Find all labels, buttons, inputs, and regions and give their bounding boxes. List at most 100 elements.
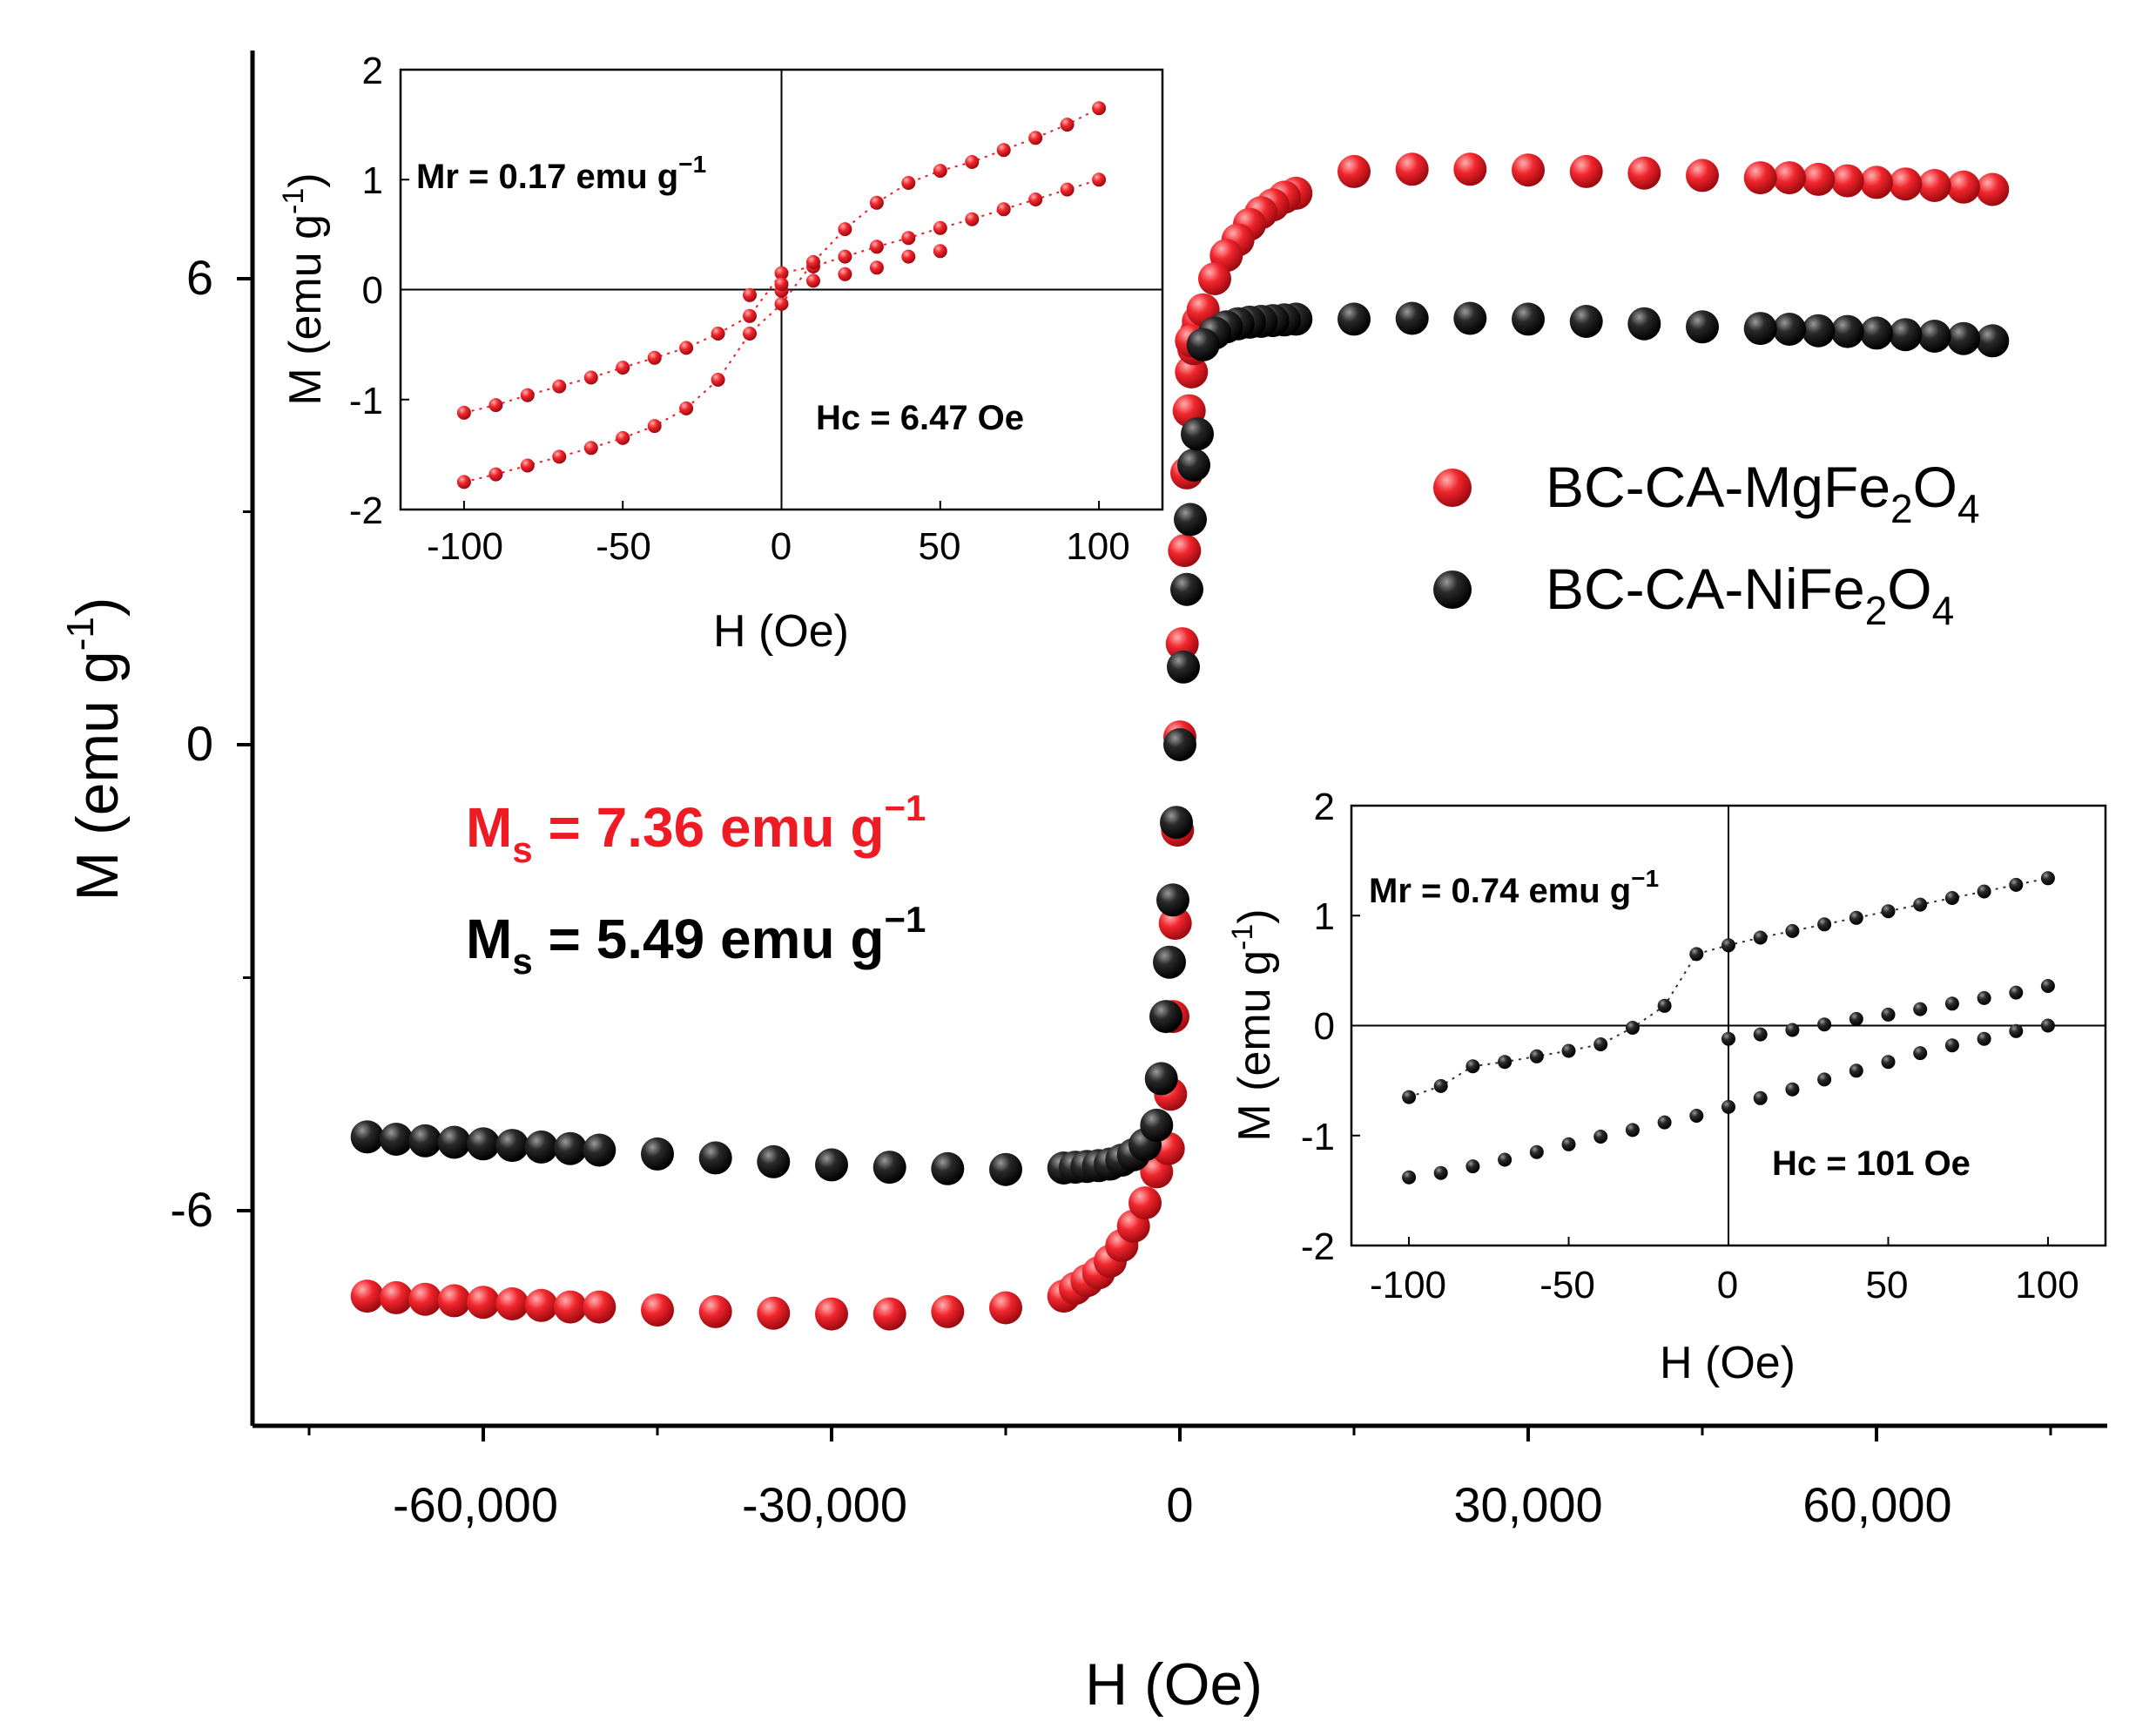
main-point-mg (554, 1290, 587, 1324)
main-point-ni (437, 1125, 471, 1159)
inset-ni-point (1817, 917, 1832, 932)
main-point-ni (554, 1131, 587, 1165)
main-point-mg (1947, 170, 1980, 204)
inset-mg-point (456, 475, 471, 489)
inset-ni-x-tick-label: -50 (1540, 1264, 1595, 1306)
inset-ni-point (1657, 1115, 1672, 1130)
inset-mg-point (901, 249, 916, 264)
inset-mg-x-tick-label: 50 (919, 525, 961, 568)
inset-mg-point (1092, 101, 1107, 116)
inset-ni-point (1529, 1144, 1544, 1159)
inset-ni-point (1817, 1072, 1832, 1087)
inset-mg-point (679, 401, 694, 415)
inset-mg-y-tick-label: 0 (362, 269, 383, 312)
inset-ni-point (1785, 1023, 1800, 1037)
inset-mg-point (616, 430, 630, 445)
main-point-ni (1830, 314, 1864, 348)
main-point-mg (757, 1296, 791, 1330)
inset-ni-point (1465, 1059, 1480, 1074)
main-point-mg (1889, 167, 1923, 201)
main-plot: -60,000 -30,000 0 30,000 60,000 -6 0 6 H… (59, 51, 2107, 1718)
main-point-mg (437, 1284, 471, 1318)
main-point-ni (1627, 307, 1661, 341)
inset-ni-x-tick-label: 50 (1866, 1264, 1909, 1306)
inset-mg-content (401, 69, 1162, 510)
inset-mg-point (456, 405, 471, 420)
inset-ni-x-tick-label: 0 (1717, 1264, 1738, 1306)
inset-mg-point (520, 458, 535, 473)
main-point-mg (1165, 627, 1199, 661)
main-point-ni (698, 1141, 732, 1175)
main-point-ni (1337, 302, 1371, 336)
inset-mg-y-axis-title: M (emu g-1) (277, 172, 331, 405)
main-point-ni (1167, 650, 1200, 684)
inset-mg-point (488, 398, 503, 413)
main-point-ni (1153, 945, 1186, 979)
main-point-mg (1686, 159, 1719, 192)
inset-ni-point (1529, 1049, 1544, 1063)
main-point-ni (931, 1151, 965, 1185)
inset-ni-point (1721, 938, 1735, 953)
main-point-ni (1174, 503, 1207, 537)
inset-ni-point (1944, 1038, 1959, 1053)
main-x-tick-label: -30,000 (742, 1477, 907, 1532)
main-point-ni (350, 1120, 384, 1154)
inset-ni-x-tick-label: -100 (1370, 1264, 1446, 1306)
main-point-ni (1512, 302, 1545, 336)
inset-mg-point (647, 350, 662, 365)
inset-mg-point (901, 176, 916, 190)
main-point-ni (1569, 305, 1603, 338)
main-point-mg (1976, 172, 2010, 206)
inset-mg-plot: -100 -50 0 50 100 -2 -1 0 1 2 H (Oe) M (… (277, 50, 1164, 657)
main-point-mg (380, 1280, 413, 1314)
inset-ni-point (2009, 1023, 2024, 1038)
main-point-mg (1627, 156, 1661, 190)
ms-annotation-mg: Ms = 7.36 emu g−1 (466, 787, 926, 870)
main-point-ni (583, 1133, 616, 1167)
inset-ni-content (1351, 805, 2105, 1246)
inset-mg-guide-line (463, 179, 1100, 414)
inset-ni-point (2040, 871, 2055, 886)
legend-marker-ni (1433, 570, 1472, 609)
inset-ni-point (1881, 1007, 1896, 1022)
main-point-ni (1181, 417, 1214, 451)
inset-mg-point (933, 220, 947, 235)
inset-ni-point (1721, 1099, 1735, 1114)
main-point-ni (1170, 572, 1203, 606)
legend: BC-CA-MgFe2O4 BC-CA-NiFe2O4 (1433, 455, 1980, 633)
main-point-mg (1395, 152, 1429, 186)
inset-mg-point (996, 202, 1011, 217)
main-y-tick-label: 0 (186, 716, 213, 771)
inset-mg-x-tick-label: 0 (771, 525, 792, 568)
inset-mg-point (743, 327, 757, 341)
main-point-ni (1149, 1000, 1182, 1034)
inset-mg-point (647, 419, 662, 434)
inset-mg-point (616, 361, 630, 375)
main-point-ni (1860, 316, 1893, 350)
inset-mg-point (1092, 172, 1107, 187)
inset-mg-point (869, 260, 884, 275)
main-point-ni (1177, 449, 1210, 482)
inset-ni-point (1625, 1021, 1640, 1035)
inset-mg-point (933, 244, 947, 259)
main-point-ni (641, 1137, 674, 1171)
inset-mg-point (774, 296, 789, 311)
inset-mg-x-tick-label: -50 (596, 525, 651, 568)
inset-ni-point (1465, 1159, 1480, 1174)
main-point-mg (698, 1294, 732, 1328)
inset-ni-point (1785, 1082, 1800, 1097)
inset-mg-point (583, 441, 598, 456)
inset-mg-point (583, 370, 598, 385)
main-y-axis-title: M (emu g-1) (59, 597, 131, 901)
inset-ni-point (1689, 1109, 1704, 1123)
inset-ni-point (2040, 1018, 2055, 1033)
inset-ni-y-axis-title: M (emu g-1) (1226, 908, 1280, 1141)
inset-ni-point (1593, 1037, 1608, 1051)
inset-mg-x-tick-label: 100 (1066, 525, 1129, 568)
inset-mg-point (901, 231, 916, 246)
main-x-tick-label: 0 (1166, 1477, 1193, 1532)
main-point-mg (931, 1294, 965, 1328)
inset-ni-point (1977, 1031, 1991, 1046)
main-point-mg (1917, 169, 1951, 202)
inset-ni-point (1913, 897, 1928, 912)
